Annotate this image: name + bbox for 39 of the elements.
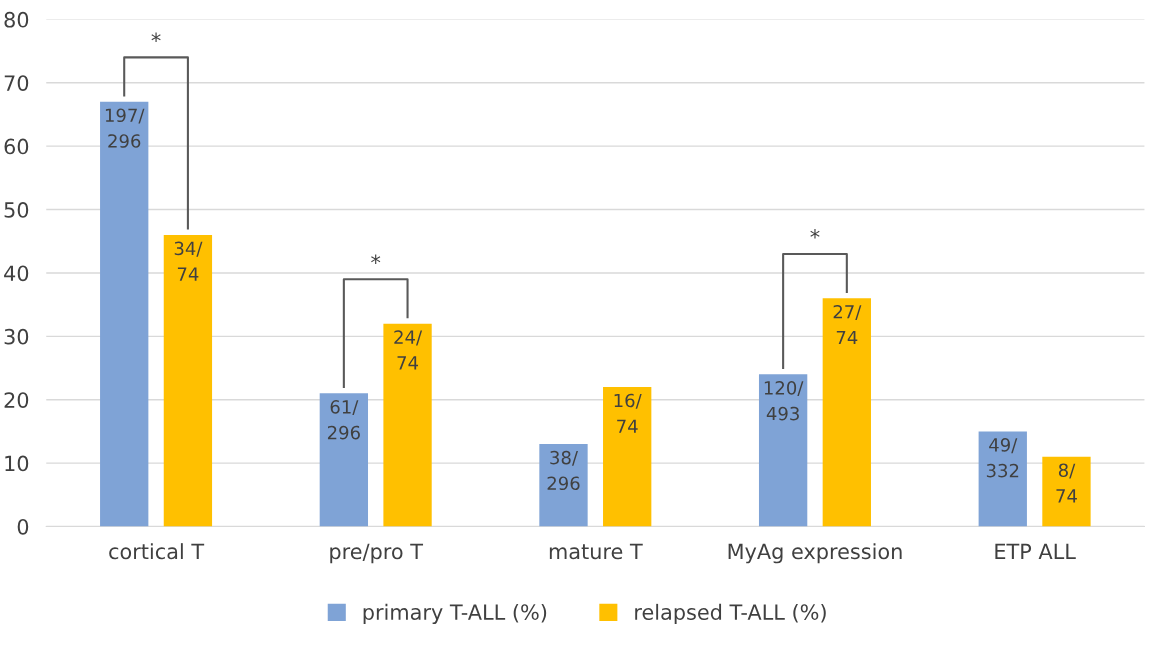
bar [978, 431, 1027, 527]
x-tick-label: MyAg expression [728, 543, 902, 564]
bar [539, 444, 588, 527]
bar [758, 374, 808, 527]
bar [163, 234, 213, 527]
bar [603, 387, 652, 527]
annotation: * [151, 32, 161, 43]
data-label: 49/ 332 [986, 438, 1019, 478]
bar [319, 393, 369, 527]
y-tick-label: 40 [4, 265, 29, 282]
x-tick-label: mature T [549, 543, 643, 560]
data-label: 197/ 296 [105, 108, 145, 148]
data-label: 27/ 74 [833, 304, 862, 345]
data-label: 16/ 74 [614, 393, 642, 433]
legend-label: primary T-ALL (%) [363, 603, 547, 625]
y-tick-label: 70 [4, 75, 29, 91]
data-label: 24/ 74 [394, 330, 423, 370]
data-label: 61/ 296 [327, 400, 360, 440]
data-label: 120/ 493 [764, 381, 804, 421]
x-tick-label: ETP ALL [995, 543, 1076, 559]
x-tick-label: pre/pro T [330, 543, 424, 564]
data-label: 34/ 74 [174, 241, 203, 281]
y-tick-label: 50 [4, 202, 29, 218]
legend-label: relapsed T-ALL (%) [635, 603, 826, 625]
y-tick-label: 60 [4, 138, 29, 155]
y-tick-label: 0 [17, 518, 29, 535]
data-label: 8/ 74 [1056, 463, 1077, 503]
x-tick-label: cortical T [109, 543, 205, 560]
bar [383, 323, 432, 527]
y-tick-label: 20 [4, 392, 29, 408]
y-tick-label: 10 [5, 455, 29, 472]
bar [822, 298, 871, 527]
data-label: 38/ 296 [547, 450, 580, 491]
y-tick-label: 80 [4, 11, 29, 28]
annotation: * [810, 229, 820, 239]
bar [100, 101, 149, 527]
annotation: * [371, 254, 381, 264]
y-tick-label: 30 [4, 328, 29, 345]
bar [1042, 456, 1091, 527]
